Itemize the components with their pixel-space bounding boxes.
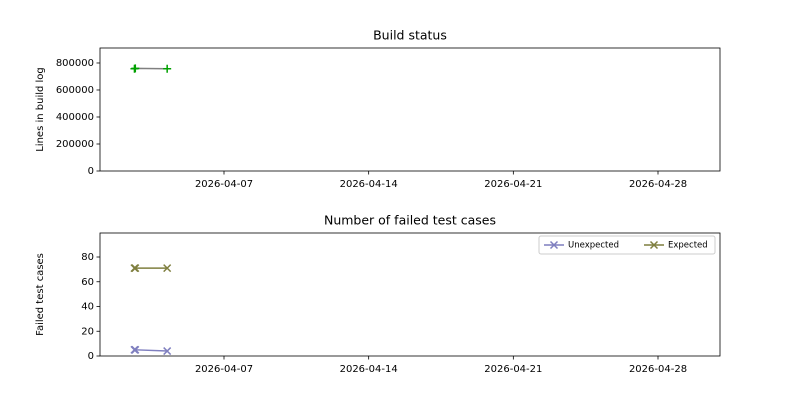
y-tick-label: 60 [81, 277, 94, 288]
data-point [131, 345, 140, 354]
y-tick-label: 20 [81, 326, 94, 337]
x-tick-label: 2026-04-28 [629, 179, 687, 190]
x-tick-label: 2026-04-14 [340, 364, 398, 375]
y-tick-label: 800000 [56, 58, 94, 69]
legend-label: Expected [668, 241, 708, 251]
y-tick-label: 40 [81, 302, 94, 313]
data-point [131, 64, 140, 73]
x-tick-label: 2026-04-28 [629, 364, 687, 375]
data-point [131, 264, 140, 273]
chart-title: Number of failed test cases [324, 213, 496, 228]
legend-box [538, 235, 716, 255]
x-tick-label: 2026-04-21 [484, 364, 542, 375]
chart-title: Build status [373, 28, 447, 43]
series-line [134, 349, 168, 352]
data-point [163, 64, 172, 73]
plot-frame [99, 47, 721, 172]
plot-frame [99, 232, 721, 357]
y-tick-label: 600000 [56, 85, 94, 96]
y-axis-label: Lines in build log [35, 67, 46, 152]
y-tick-label: 80 [81, 252, 94, 263]
x-tick-label: 2026-04-21 [484, 179, 542, 190]
x-tick-label: 2026-04-14 [340, 179, 398, 190]
y-tick-label: 400000 [56, 112, 94, 123]
y-tick-label: 0 [88, 351, 94, 362]
data-point [163, 347, 172, 356]
x-tick-label: 2026-04-07 [195, 179, 253, 190]
y-tick-label: 0 [88, 166, 94, 177]
legend-marker [549, 240, 559, 250]
y-axis-label: Failed test cases [35, 253, 46, 336]
legend-label: Unexpected [568, 241, 619, 251]
x-tick-label: 2026-04-07 [195, 364, 253, 375]
legend-marker [649, 240, 659, 250]
y-tick-label: 200000 [56, 139, 94, 150]
data-point [163, 264, 172, 273]
